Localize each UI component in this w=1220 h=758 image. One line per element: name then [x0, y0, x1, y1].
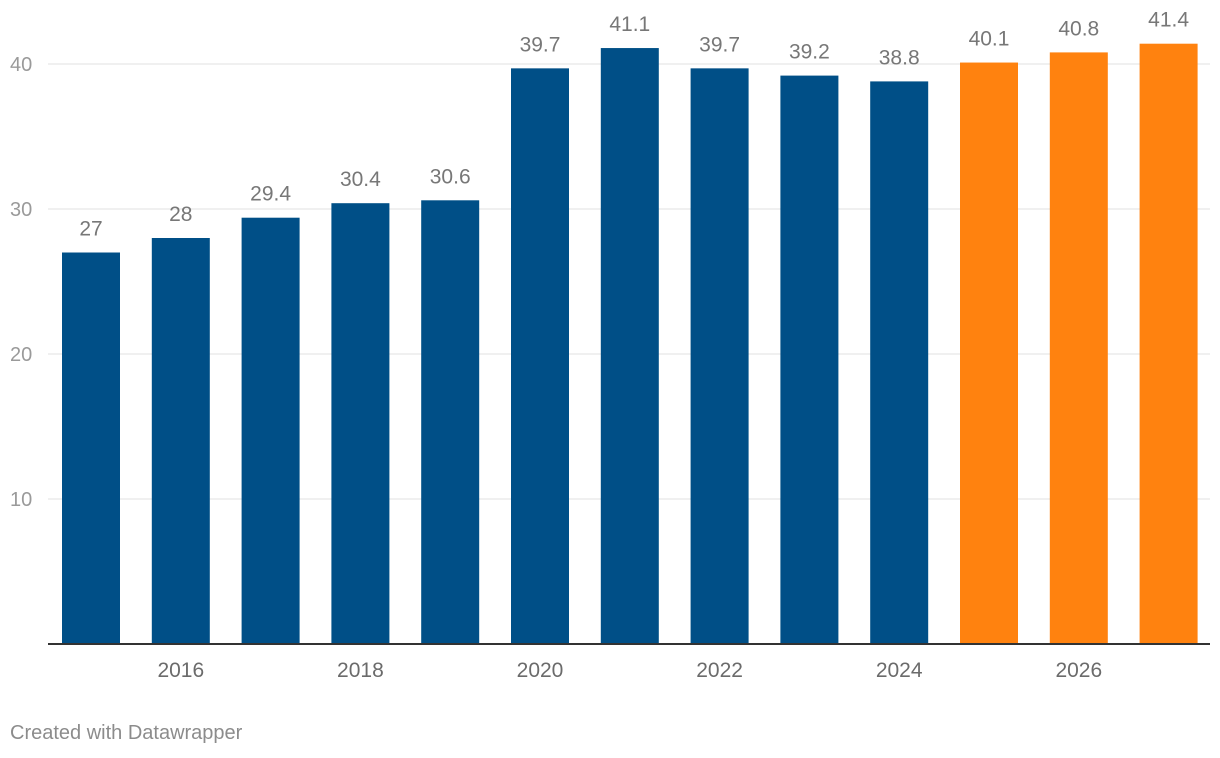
- x-tick-label-2020: 2020: [517, 659, 564, 682]
- value-label-2018: 30.4: [340, 168, 381, 191]
- bar-2016: [151, 238, 210, 644]
- y-tick-label: 30: [10, 199, 32, 221]
- x-tick-label-2022: 2022: [696, 659, 743, 682]
- value-label-2021: 41.1: [609, 13, 650, 36]
- value-label-2027: 41.4: [1148, 9, 1189, 32]
- bar-2025: [960, 62, 1018, 645]
- value-label-2024: 38.8: [879, 46, 920, 69]
- bar-2019: [421, 200, 480, 645]
- y-tick-label: 20: [10, 344, 32, 366]
- bar-2024: [870, 81, 929, 644]
- x-tick-label-2024: 2024: [876, 659, 923, 682]
- bar-2026: [1049, 52, 1108, 644]
- bar-chart: 27 28 29.4 30.4 30.6 39.7 41.1 39.7 39.2 38.8 40.1…: [10, 9, 1210, 682]
- x-tick-label-2018: 2018: [337, 659, 384, 682]
- value-label-2020: 39.7: [520, 33, 561, 56]
- y-tick-label: 40: [10, 54, 32, 76]
- bar-2027: [1139, 43, 1198, 644]
- bar-2022: [690, 68, 749, 645]
- bars: [62, 43, 1198, 645]
- axes: 10 20 30 40 2016 2018 2020 2022 2024 2026: [10, 54, 1210, 682]
- value-label-2019: 30.6: [430, 165, 471, 188]
- bar-2023: [780, 75, 839, 645]
- value-label-2025: 40.1: [969, 28, 1010, 51]
- value-label-2023: 39.2: [789, 41, 830, 64]
- x-tick-label-2026: 2026: [1055, 659, 1102, 682]
- bar-2021: [600, 48, 659, 645]
- value-label-2022: 39.7: [699, 33, 740, 56]
- value-label-2015: 27: [79, 218, 102, 241]
- value-label-2026: 40.8: [1058, 17, 1099, 40]
- credit-text: Created with Datawrapper: [10, 722, 243, 744]
- bar-2015: [62, 252, 120, 644]
- bar-2018: [331, 203, 390, 644]
- bar-2020: [511, 68, 569, 645]
- x-tick-label-2016: 2016: [157, 659, 204, 682]
- value-label-2016: 28: [169, 203, 192, 226]
- value-label-2017: 29.4: [250, 183, 291, 206]
- value-labels: 27 28 29.4 30.4 30.6 39.7 41.1 39.7 39.2 38.8 40.1…: [79, 9, 1189, 241]
- y-tick-label: 10: [10, 489, 32, 511]
- bar-2017: [241, 217, 300, 644]
